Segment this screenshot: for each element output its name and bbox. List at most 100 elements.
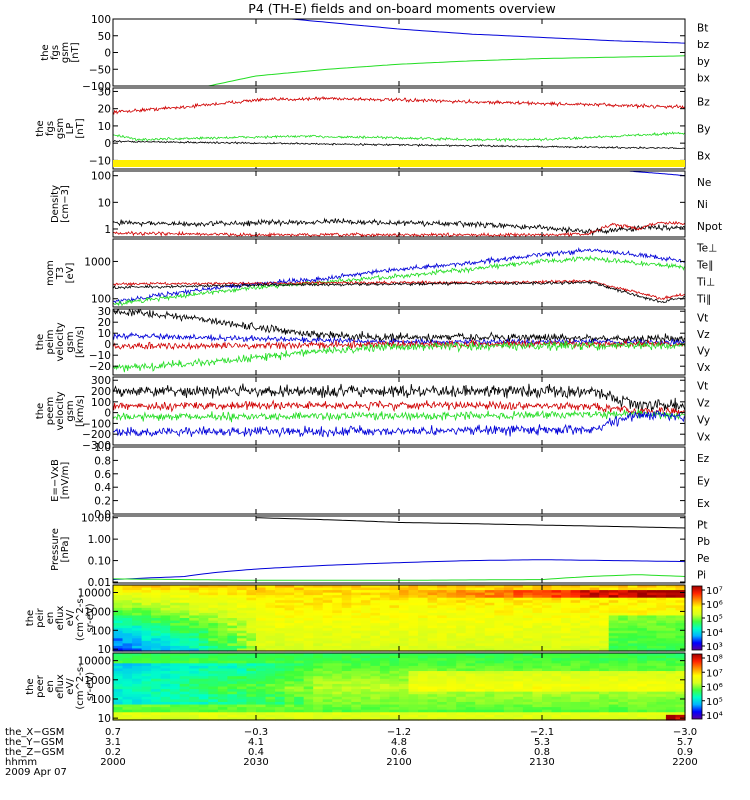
spectrogram-cell xyxy=(294,707,305,711)
spectrogram-cell xyxy=(122,686,133,690)
spectrogram-cell xyxy=(275,615,286,619)
spectrogram-cell xyxy=(236,610,248,614)
spectrogram-cell xyxy=(370,630,381,634)
spectrogram-cell xyxy=(551,699,562,703)
spectrogram-cell xyxy=(408,602,419,606)
spectrogram-cell xyxy=(132,595,143,599)
spectrogram-cell xyxy=(379,633,391,637)
spectrogram-cell xyxy=(246,610,257,614)
spectrogram-cell xyxy=(627,681,638,685)
spectrogram-cell xyxy=(284,595,295,599)
spectrogram-cell xyxy=(665,645,677,650)
spectrogram-cell xyxy=(151,640,162,644)
spectrogram-cell xyxy=(503,635,514,639)
spectrogram-cell xyxy=(675,676,686,680)
spectrogram-cell xyxy=(351,717,362,721)
spectrogram-cell xyxy=(456,678,467,682)
spectrogram-cell xyxy=(227,671,238,675)
spectrogram-cell xyxy=(189,671,200,675)
spectrogram-cell xyxy=(475,686,486,690)
colorbar-label: 10⁷ xyxy=(706,586,723,597)
spectrogram-cell xyxy=(675,623,686,627)
spectrogram-cell xyxy=(675,640,686,644)
spectrogram-cell xyxy=(513,709,524,713)
spectrogram-cell xyxy=(236,699,248,703)
spectrogram-cell xyxy=(618,658,629,662)
spectrogram-cell xyxy=(542,607,553,611)
spectrogram-cell xyxy=(360,655,371,659)
spectrogram-cell xyxy=(217,648,228,652)
spectrogram-cell xyxy=(132,623,143,627)
spectrogram-cell xyxy=(246,595,257,599)
spectrogram-cell xyxy=(446,707,457,711)
spectrogram-cell xyxy=(303,681,314,685)
spectrogram-cell xyxy=(256,618,267,622)
spectrogram-cell xyxy=(179,665,190,670)
spectrogram-cell xyxy=(656,660,667,664)
spectrogram-cell xyxy=(189,645,200,650)
spectrogram-cell xyxy=(179,630,190,634)
spectrogram-cell xyxy=(399,689,410,693)
spectrogram-cell xyxy=(256,701,267,706)
spectrogram-cell xyxy=(113,658,124,662)
spectrogram-cell xyxy=(189,704,200,708)
spectrogram-cell xyxy=(437,673,448,677)
y-tick-label: 0 xyxy=(104,48,111,60)
spectrogram-cell xyxy=(246,701,257,706)
spectrogram-cell xyxy=(637,595,648,599)
spectrogram-cell xyxy=(265,663,276,667)
spectrogram-cell xyxy=(503,607,514,611)
y-axis-label: gsm xyxy=(65,331,76,352)
spectrogram-cell xyxy=(408,643,419,647)
spectrogram-cell xyxy=(551,707,562,711)
spectrogram-cell xyxy=(494,678,505,682)
spectrogram-cell xyxy=(465,699,476,703)
spectrogram-cell xyxy=(360,618,371,622)
spectrogram-cell xyxy=(437,686,448,690)
spectrogram-cell xyxy=(589,640,600,644)
spectrogram-cell xyxy=(113,628,124,632)
spectrogram-cell xyxy=(160,612,171,617)
spectrogram-cell xyxy=(351,645,362,650)
spectrogram-cell xyxy=(503,638,514,642)
spectrogram-cell xyxy=(198,694,209,698)
spectrogram-cell xyxy=(589,696,600,700)
spectrogram-cell xyxy=(179,610,190,614)
spectrogram-cell xyxy=(313,628,324,632)
spectrogram-cell xyxy=(503,663,514,667)
spectrogram-cell xyxy=(589,625,600,629)
spectrogram-cell xyxy=(179,707,190,711)
spectrogram-cell xyxy=(446,658,457,662)
spectrogram-cell xyxy=(379,694,391,698)
spectrogram-cell xyxy=(217,709,228,713)
spectrogram-cell xyxy=(608,683,619,688)
spectrogram-cell xyxy=(656,618,667,622)
spectrogram-cell xyxy=(132,590,143,594)
spectrogram-cell xyxy=(132,587,143,591)
spectrogram-cell xyxy=(284,691,295,695)
spectrogram-cell xyxy=(275,585,286,589)
spectrogram-cell xyxy=(465,590,476,594)
y-tick-label: 0.0 xyxy=(94,509,111,521)
spectrogram-cell xyxy=(494,673,505,677)
spectrogram-cell xyxy=(408,686,419,690)
spectrogram-cell xyxy=(160,625,171,629)
spectrogram-cell xyxy=(618,607,629,611)
spectrogram-cell xyxy=(322,648,333,652)
spectrogram-cell xyxy=(332,635,343,639)
spectrogram-cell xyxy=(427,585,438,589)
spectrogram-cell xyxy=(522,635,534,639)
spectrogram-cell xyxy=(179,653,190,657)
spectrogram-cell xyxy=(122,676,133,680)
spectrogram-cell xyxy=(198,714,209,719)
spectrogram-cell xyxy=(408,696,419,700)
spectrogram-cell xyxy=(332,658,343,662)
spectrogram-cell xyxy=(360,600,371,604)
spectrogram-cell xyxy=(475,607,486,611)
spectrogram-cell xyxy=(389,717,400,721)
spectrogram-cell xyxy=(236,638,248,642)
spectrogram-cell xyxy=(465,701,476,706)
spectrogram-cell xyxy=(141,707,152,711)
spectrogram-cell xyxy=(246,633,257,637)
spectrogram-cell xyxy=(503,600,514,604)
